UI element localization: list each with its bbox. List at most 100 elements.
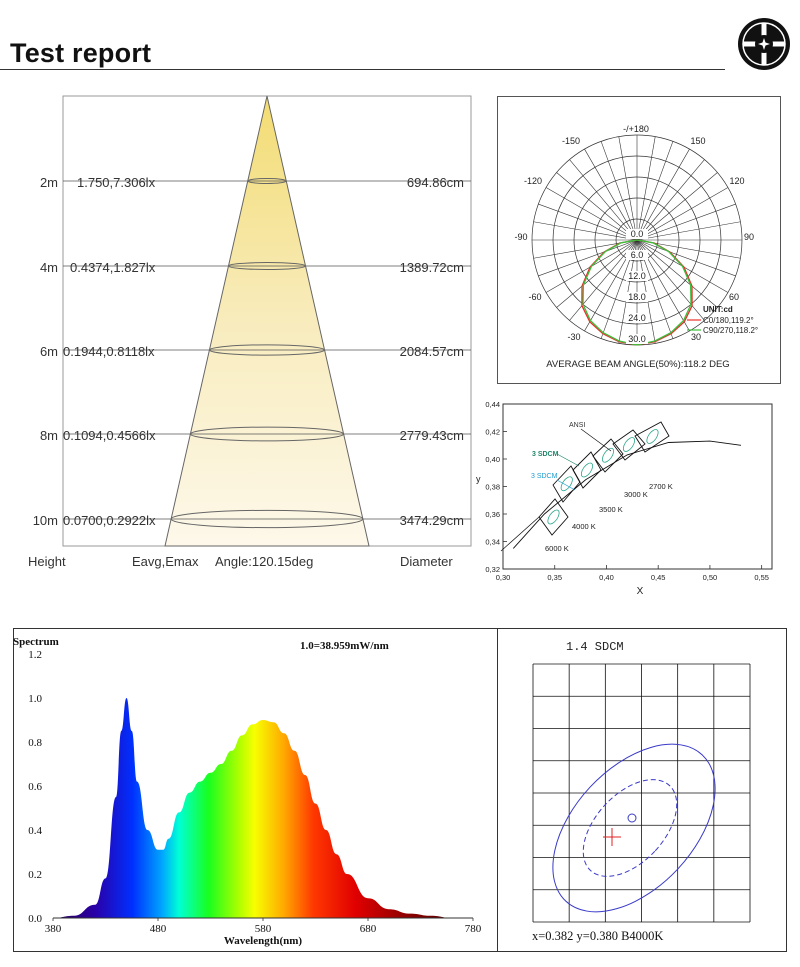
sdcm-ellipse-chart: 1.4 SDCM x=0.382 y=0.380 B4000K <box>497 628 787 952</box>
polar-radial-label-bg <box>626 250 648 260</box>
legend-c0: C0/180,119.2° <box>703 316 754 325</box>
polar-angle-label: -30 <box>567 332 580 342</box>
cone-row-values: 1.750,7.306lx <box>77 175 156 190</box>
sdcm-ellipse-small <box>601 447 615 463</box>
polar-angle-label: 90 <box>744 232 754 242</box>
planckian-locus <box>512 440 742 549</box>
cone-row-height: 6m <box>40 344 58 359</box>
polar-grid-spoke <box>545 187 638 241</box>
polar-radial-label: 24.0 <box>628 313 646 323</box>
cie-label-3000k: 3000 K <box>624 490 648 499</box>
cie-y-tick-label: 0,34 <box>485 538 500 547</box>
polar-angle-label: 120 <box>729 176 744 186</box>
polar-grid-spoke <box>636 159 705 241</box>
polar-grid-spoke <box>533 221 638 241</box>
polar-grid-spoke <box>636 187 729 241</box>
cie-y-tick-label: 0,44 <box>485 400 500 409</box>
polar-grid-spoke <box>636 239 705 321</box>
cie-label-3500k: 3500 K <box>599 505 623 514</box>
spectrum-x-tick-label: 380 <box>45 923 62 935</box>
sdcm-ellipse-small <box>646 429 659 444</box>
polar-grid-spoke <box>636 141 674 241</box>
polar-angle-label: -60 <box>528 292 541 302</box>
cone-row-diameter: 1389.72cm <box>400 260 464 275</box>
cie-x-tick-label: 0,40 <box>599 573 614 582</box>
polar-grid-spoke <box>584 148 638 241</box>
polar-angle-label: -90 <box>514 232 527 242</box>
polar-radial-label: 12.0 <box>628 271 646 281</box>
polar-grid-spoke <box>538 239 638 277</box>
spectrum-x-tick-label: 580 <box>255 923 272 935</box>
cie-leader-line <box>556 453 580 467</box>
sdcm-target-point <box>627 813 637 823</box>
spectrum-scale: 1.0=38.959mW/nm <box>300 640 389 652</box>
cone-ellipse <box>227 262 307 270</box>
cone-row-values: 0.4374,1.827lx <box>70 260 156 275</box>
polar-radial-label-bg <box>626 292 648 302</box>
ansi-quadrangle <box>572 451 602 489</box>
sdcm-outer-ellipse <box>552 743 716 913</box>
polar-grid-spoke <box>636 203 736 241</box>
spectrum-x-tick-label: 680 <box>360 923 377 935</box>
spectrum-curve <box>53 698 473 918</box>
polar-grid-spoke <box>538 203 638 241</box>
spectrum-y-tick-label: 0.2 <box>28 869 42 881</box>
cie-leader-line <box>556 479 576 491</box>
cie-label-2700k: 2700 K <box>649 482 673 491</box>
spectrum-x-tick-label: 780 <box>465 923 482 935</box>
spectrum-chart: Spectrum 1.0=38.959mW/nm 1.2 1.0 0.8 0.6 0.4… <box>13 628 498 952</box>
cone-row-diameter: 3474.29cm <box>400 513 464 528</box>
cone-ellipse <box>208 344 326 356</box>
polar-angle-label: 30 <box>691 332 701 342</box>
polar-angle-label: 60 <box>729 292 739 302</box>
cone-footer-eavg: Eavg,Emax <box>132 554 199 569</box>
spectrum-x-tick-label: 480 <box>150 923 167 935</box>
polar-grid-spoke <box>569 239 638 321</box>
spectrum-y-tick-label: 1.2 <box>28 649 42 661</box>
legend-c90: C90/270,118.2° <box>703 326 758 335</box>
cone-row-values: 0.1944,0.8118lx <box>63 344 155 359</box>
cone-row-height: 2m <box>40 175 58 190</box>
polar-grid-spoke <box>618 136 638 241</box>
ansi-quadrangle <box>634 421 670 453</box>
cie-y-tick-label: 0,36 <box>485 510 500 519</box>
cie-x-tick-label: 0,45 <box>651 573 666 582</box>
sdcm-ellipse-small <box>580 462 594 478</box>
spectrum-title: Spectrum <box>13 636 59 648</box>
polar-grid-spoke <box>569 159 638 241</box>
cone-row-values: 0.1094,0.4566lx <box>63 428 156 443</box>
polar-grid-spoke <box>556 172 638 241</box>
polar-radial-label: 6.0 <box>631 250 644 260</box>
cone-row-height: 10m <box>33 513 58 528</box>
cie-x-tick-label: 0,35 <box>547 573 562 582</box>
cone-row-height: 4m <box>40 260 58 275</box>
polar-radial-label-bg <box>626 313 648 323</box>
spectrum-y-tick-label: 0.6 <box>28 781 42 793</box>
cie-y-tick-label: 0,42 <box>485 428 500 437</box>
polar-radial-label: 0.0 <box>631 229 644 239</box>
cie-y-tick-label: 0,38 <box>485 483 500 492</box>
cie-leader-line <box>580 428 612 452</box>
cie-chromaticity-chart: 0,44 0,42 0,40 0,38 0,36 0,34 0,320,30 0,35 0,40… <box>476 400 773 597</box>
cone-ellipse <box>247 178 287 184</box>
page-title: Test report <box>10 38 152 68</box>
polar-grid-spoke <box>636 172 718 241</box>
cone-footer-height: Height <box>28 554 66 569</box>
spectrum-y-tick-label: 0.8 <box>28 737 42 749</box>
spectrum-y-tick-label: 0.4 <box>28 825 42 837</box>
cie-ylabel: y <box>476 474 481 484</box>
cie-y-tick-label: 0,32 <box>485 565 500 574</box>
sdcm-ellipse-small <box>622 437 636 452</box>
cie-y-tick-label: 0,40 <box>485 455 500 464</box>
polar-grid-spoke <box>600 141 638 241</box>
ansi-quadrangle <box>592 438 624 473</box>
cie-xlabel: X <box>637 586 644 597</box>
polar-distribution-chart: -/+180 -150 150 -120 120 -90 90 -60 60 -… <box>497 96 781 384</box>
sdcm-ellipse-small <box>547 509 560 525</box>
polar-radial-label-bg <box>626 334 648 344</box>
cone-row-diameter: 2779.43cm <box>400 428 464 443</box>
beam-cone-diagram: 2m 1.750,7.306lx 694.86cm 4m 0.4374,1.827lx 1… <box>28 95 472 569</box>
cie-label-4000k: 4000 K <box>572 522 596 531</box>
polar-grid-spoke <box>636 239 736 277</box>
cone-footer-diameter: Diameter <box>400 554 453 569</box>
